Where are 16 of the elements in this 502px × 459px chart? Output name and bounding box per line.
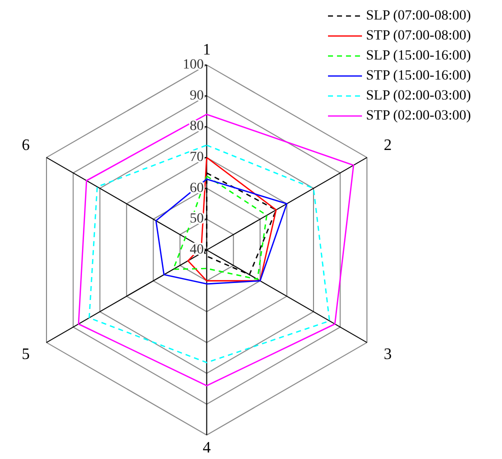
spoke-label: 5: [22, 346, 30, 363]
y-tick-label: 80: [190, 119, 204, 134]
spoke-label: 4: [202, 440, 211, 456]
spoke-label: 2: [384, 137, 392, 154]
legend-label: STP (15:00-16:00): [366, 68, 472, 84]
spoke-label: 3: [384, 346, 392, 363]
y-tick-label: 100: [182, 58, 204, 72]
spoke-label: 1: [202, 42, 211, 58]
legend-label: STP (02:00-03:00): [366, 108, 472, 124]
spoke-label: 6: [22, 137, 30, 154]
legend-label: SLP (02:00-03:00): [366, 88, 472, 104]
y-tick-label: 90: [190, 88, 204, 104]
y-tick-label: 70: [190, 150, 204, 165]
legend-label: SLP (15:00-16:00): [366, 48, 472, 64]
legend-label: SLP (07:00-08:00): [366, 8, 472, 24]
legend-label: STP (07:00-08:00): [366, 28, 472, 44]
